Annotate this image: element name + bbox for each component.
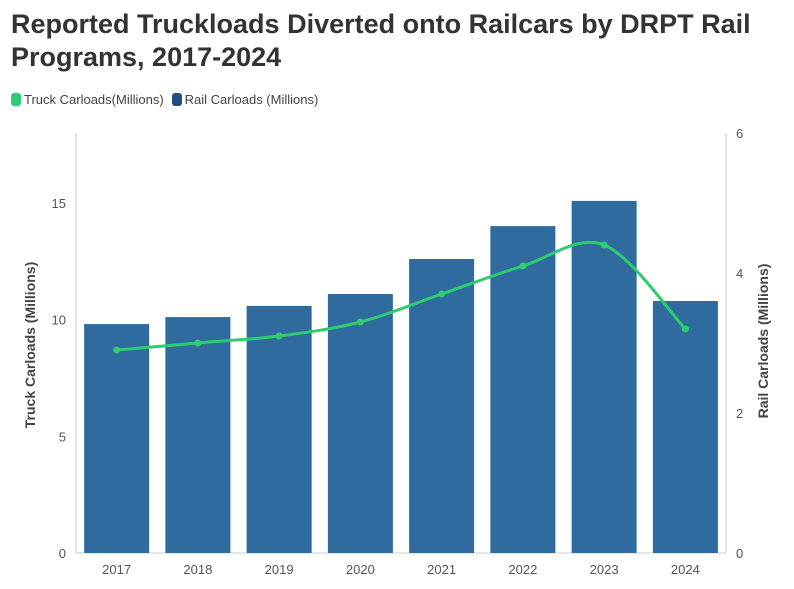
point-truck-2020[interactable] [356,318,364,326]
chart-title: Reported Truckloads Diverted onto Railca… [11,9,751,72]
point-truck-2024[interactable] [681,325,689,333]
x-tick-2019: 2019 [265,562,294,577]
point-truck-2017[interactable] [113,346,121,354]
legend-item-truck[interactable]: Truck Carloads(Millions) [11,92,164,107]
x-tick-2023: 2023 [590,562,619,577]
y-right-axis-title: Rail Carloads (Millions) [755,264,771,419]
bar-rail-2019[interactable] [246,305,312,553]
x-tick-2020: 2020 [346,562,375,577]
y-right-tick-2: 2 [736,406,743,421]
bar-rail-2021[interactable] [409,259,475,553]
point-truck-2019[interactable] [275,332,283,340]
y-right-tick-0: 0 [736,546,743,561]
x-tick-2024: 2024 [671,562,700,577]
x-tick-2021: 2021 [427,562,456,577]
legend-swatch-rail [171,93,182,106]
bar-rail-2018[interactable] [165,317,231,553]
y-right-tick-6: 6 [736,126,743,141]
bar-rail-2023[interactable] [571,200,637,553]
bar-rail-2022[interactable] [490,226,556,553]
bar-rail-2024[interactable] [652,301,718,553]
legend-label-truck: Truck Carloads(Millions) [24,92,164,107]
x-tick-2018: 2018 [183,562,212,577]
point-truck-2022[interactable] [519,262,527,270]
point-truck-2023[interactable] [600,241,608,249]
x-tick-2017: 2017 [102,562,131,577]
legend-swatch-truck [11,93,21,106]
bar-rail-2020[interactable] [327,294,393,553]
point-truck-2021[interactable] [438,290,446,298]
y-left-axis-title: Truck Carloads (Millions) [22,262,38,428]
legend-label-rail: Rail Carloads (Millions) [184,92,319,107]
point-truck-2018[interactable] [194,339,202,347]
legend: Truck Carloads(Millions) Rail Carloads (… [11,92,318,107]
y-right-tick-4: 4 [736,266,743,281]
y-left-tick-5: 5 [59,429,66,444]
y-left-tick-10: 10 [52,313,66,328]
x-tick-2022: 2022 [508,562,537,577]
y-left-tick-0: 0 [59,546,66,561]
y-left-tick-15: 15 [52,196,66,211]
legend-item-rail[interactable]: Rail Carloads (Millions) [171,92,319,107]
bar-rail-2017[interactable] [84,324,150,553]
